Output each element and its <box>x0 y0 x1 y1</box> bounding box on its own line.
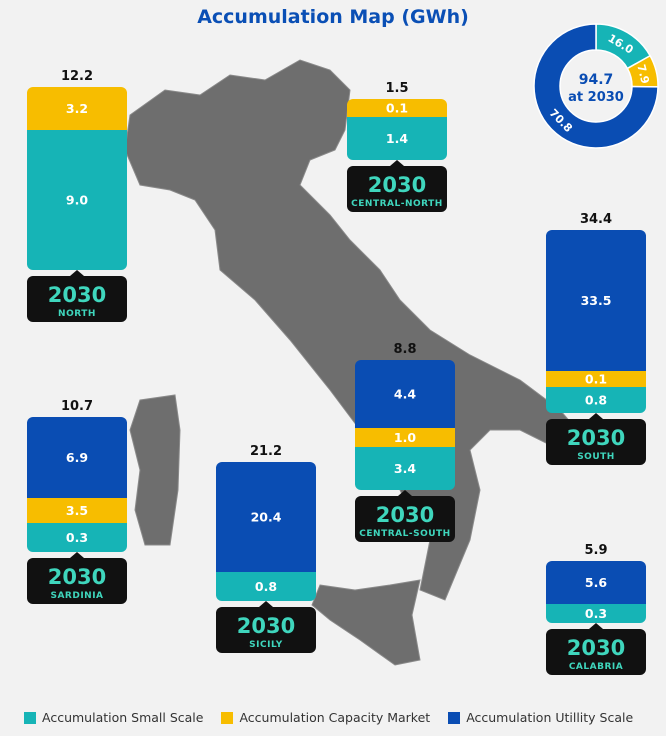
region-name: SOUTH <box>577 452 615 462</box>
region-label-box <box>27 558 127 604</box>
bar-segment-utility_scale <box>546 561 646 604</box>
donut-center-value: 94.7 <box>579 72 614 88</box>
legend-label: Accumulation Utillity Scale <box>466 710 634 725</box>
legend-label: Accumulation Capacity Market <box>239 710 431 725</box>
segment-label: 5.6 <box>585 575 607 590</box>
total-label: 21.2 <box>250 444 282 459</box>
label-notch <box>589 413 603 419</box>
chart-title: Accumulation Map (GWh) <box>197 6 469 28</box>
segment-label: 0.1 <box>386 101 408 116</box>
label-notch <box>70 270 84 276</box>
label-notch <box>589 623 603 629</box>
region-south: 34.4 33.5 0.1 0.8 2030 SOUTH <box>546 212 646 465</box>
segment-label: 0.8 <box>255 579 277 594</box>
segment-label: 0.8 <box>585 393 607 408</box>
region-sicily: 21.2 20.4 0.8 2030 SICILY <box>216 444 316 653</box>
year-label: 2030 <box>48 565 106 589</box>
bar-segment-small_scale <box>546 387 646 413</box>
region-label-box <box>27 276 127 322</box>
region-north: 12.2 3.2 9.0 2030 NORTH <box>27 69 127 322</box>
bar-segment-utility_scale <box>355 360 455 428</box>
legend-swatch <box>24 711 36 724</box>
sardinia <box>129 394 181 546</box>
bar-segment-small_scale <box>546 604 646 623</box>
legend: Accumulation Small Scale Accumulation Ca… <box>24 710 633 725</box>
bar-segment-utility_scale <box>27 417 127 498</box>
label-notch <box>390 160 404 166</box>
italy-map <box>124 59 591 666</box>
donut-center-label: at 2030 <box>568 90 624 105</box>
legend-item-capacity-market: Accumulation Capacity Market <box>221 710 430 725</box>
segment-label: 0.3 <box>585 606 607 621</box>
region-central-north: 1.5 0.1 1.4 2030 CENTRAL-NORTH <box>347 81 447 212</box>
region-label-box <box>347 166 447 212</box>
legend-swatch <box>448 711 461 724</box>
total-label: 1.5 <box>385 81 408 96</box>
bar-segment-utility_scale <box>546 230 646 371</box>
bar-segment-capacity_market <box>27 498 127 523</box>
bar-segment-small_scale <box>27 130 127 270</box>
region-calabria: 5.9 5.6 0.3 2030 CALABRIA <box>546 543 646 675</box>
bar-segment-small_scale <box>27 523 127 552</box>
segment-label: 0.3 <box>66 530 88 545</box>
segment-label: 3.2 <box>66 101 88 116</box>
label-notch <box>70 552 84 558</box>
bar-segment-capacity_market <box>347 99 447 117</box>
bar-segment-capacity_market <box>27 87 127 130</box>
label-notch <box>398 490 412 496</box>
bar-segment-small_scale <box>216 572 316 601</box>
region-name: SICILY <box>249 640 283 650</box>
legend-label: Accumulation Small Scale <box>42 710 204 725</box>
segment-label: 1.4 <box>386 131 408 146</box>
segment-label: 9.0 <box>66 193 88 208</box>
year-label: 2030 <box>48 283 106 307</box>
legend-item-utility-scale: Accumulation Utillity Scale <box>448 710 633 725</box>
total-label: 8.8 <box>393 342 416 357</box>
region-name: SARDINIA <box>50 591 103 601</box>
year-label: 2030 <box>237 614 295 638</box>
segment-label: 33.5 <box>581 293 612 308</box>
donut-slice-label: 7.9 <box>634 63 651 85</box>
year-label: 2030 <box>567 636 625 660</box>
segment-label: 0.1 <box>585 372 607 387</box>
sicily <box>311 579 421 666</box>
region-label-box <box>546 419 646 465</box>
total-label: 10.7 <box>61 399 93 414</box>
total-label: 12.2 <box>61 69 93 84</box>
region-name: CENTRAL-NORTH <box>351 199 443 209</box>
bar-segment-small_scale <box>347 117 447 160</box>
bar-segment-capacity_market <box>355 428 455 447</box>
year-label: 2030 <box>368 173 426 197</box>
region-label-box <box>546 629 646 675</box>
segment-label: 3.5 <box>66 503 88 518</box>
year-label: 2030 <box>376 503 434 527</box>
region-sardinia: 10.7 6.9 3.5 0.3 2030 SARDINIA <box>27 399 127 604</box>
region-label-box <box>216 607 316 653</box>
total-label: 5.9 <box>584 543 607 558</box>
total-label: 34.4 <box>580 212 612 227</box>
donut-slice-utility_scale <box>533 23 659 149</box>
legend-item-small-scale: Accumulation Small Scale <box>24 710 203 725</box>
total-donut: Total16.07.970.894.7at 2030 <box>533 23 659 149</box>
segment-label: 6.9 <box>66 450 88 465</box>
segment-label: 3.4 <box>394 461 416 476</box>
bar-segment-capacity_market <box>546 371 646 387</box>
bar-segment-small_scale <box>355 447 455 490</box>
region-name: CENTRAL-SOUTH <box>359 529 450 539</box>
segment-label: 4.4 <box>394 387 416 402</box>
region-central-south: 8.8 4.4 1.0 3.4 2030 CENTRAL-SOUTH <box>355 342 455 542</box>
year-label: 2030 <box>567 426 625 450</box>
legend-swatch <box>221 711 234 724</box>
segment-label: 1.0 <box>394 430 416 445</box>
region-label-box <box>355 496 455 542</box>
region-name: CALABRIA <box>569 662 623 672</box>
segment-label: 20.4 <box>251 510 282 525</box>
label-notch <box>259 601 273 607</box>
bar-segment-utility_scale <box>216 462 316 572</box>
region-name: NORTH <box>58 309 96 319</box>
